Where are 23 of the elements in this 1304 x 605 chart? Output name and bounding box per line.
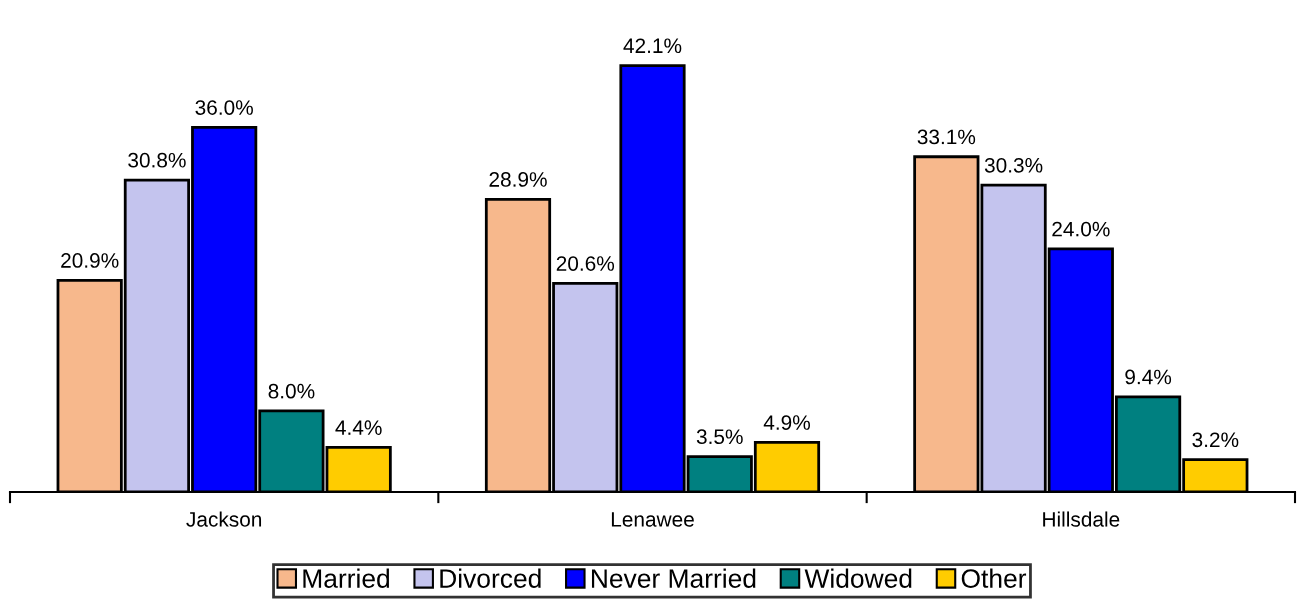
data-label: 9.4% <box>1125 369 1172 385</box>
data-label: 8.0% <box>268 383 315 399</box>
data-label: 30.3% <box>984 157 1043 173</box>
legend-label: Never Married <box>591 568 756 588</box>
data-label: 36.0% <box>195 100 253 115</box>
data-label: 3.5% <box>696 429 743 445</box>
data-label: 33.1% <box>917 129 976 145</box>
x-tick-label: Hillsdale <box>1043 511 1120 527</box>
data-label: 42.1% <box>623 38 682 54</box>
x-tick-label: Lenawee <box>611 512 694 527</box>
legend-label: Other <box>961 568 1027 588</box>
legend-label: Married <box>303 568 389 588</box>
data-label: 3.2% <box>1192 432 1239 448</box>
data-label: 20.9% <box>61 253 119 268</box>
data-label: 4.9% <box>763 415 810 430</box>
data-label: 30.8% <box>128 152 186 168</box>
legend-label: Widowed <box>804 568 912 588</box>
data-label: 24.0% <box>1052 221 1110 237</box>
legend-label: Divorced <box>440 568 541 588</box>
data-label: 28.9% <box>489 172 547 187</box>
data-label: 20.6% <box>556 256 615 271</box>
x-tick-label: Jackson <box>186 511 262 527</box>
data-label: 4.4% <box>335 420 382 435</box>
